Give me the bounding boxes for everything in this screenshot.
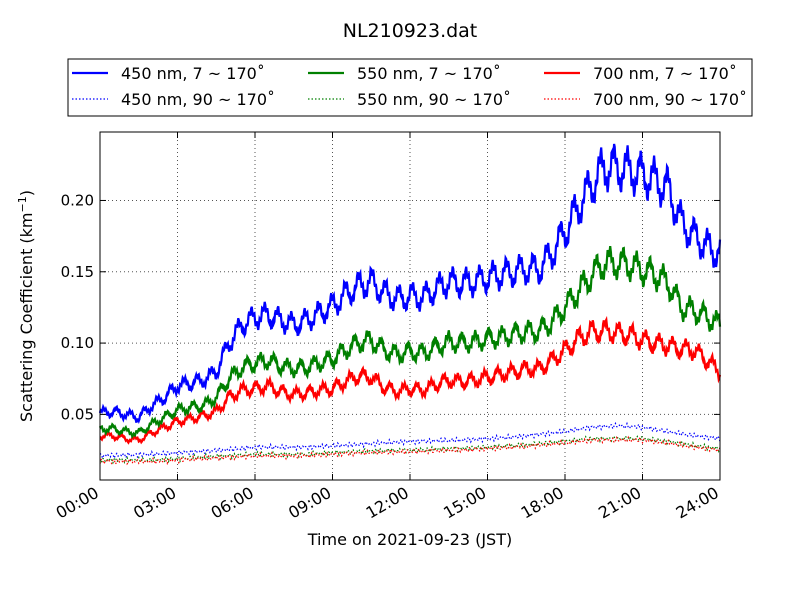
legend-label: 700 nm, 7 ~ 170˚ xyxy=(593,64,737,83)
legend: 450 nm, 7 ~ 170˚ 450 nm, 90 ~ 170˚ 550 nm,… xyxy=(67,58,753,117)
y-tick-label: 0.10 xyxy=(61,334,94,352)
y-tick-label: 0.05 xyxy=(61,405,94,423)
y-axis-label-exponent: −1 xyxy=(16,196,29,212)
y-tick-label: 0.15 xyxy=(61,263,94,281)
series-line xyxy=(99,421,721,460)
series-line xyxy=(99,434,721,465)
legend-label: 450 nm, 7 ~ 170˚ xyxy=(121,64,265,83)
y-tick-label: 0.20 xyxy=(61,191,94,209)
series-line xyxy=(98,143,722,425)
legend-label: 550 nm, 90 ~ 170˚ xyxy=(357,90,511,109)
series-layer xyxy=(98,143,722,466)
series-line xyxy=(98,245,722,439)
legend-frame xyxy=(67,58,753,117)
legend-label: 450 nm, 90 ~ 170˚ xyxy=(121,90,275,109)
series-line xyxy=(99,435,721,466)
chart-title: NL210923.dat xyxy=(343,20,478,42)
legend-label: 550 nm, 7 ~ 170˚ xyxy=(357,64,501,83)
x-axis-label: Time on 2021-09-23 (JST) xyxy=(307,530,512,549)
y-axis-label: Scattering Coefficient (km−1) xyxy=(16,190,37,422)
y-axis-label-close: ) xyxy=(17,190,36,196)
y-axis-label-main: Scattering Coefficient (km xyxy=(17,212,36,422)
series-line xyxy=(99,315,722,445)
legend-label: 700 nm, 90 ~ 170˚ xyxy=(593,90,747,109)
